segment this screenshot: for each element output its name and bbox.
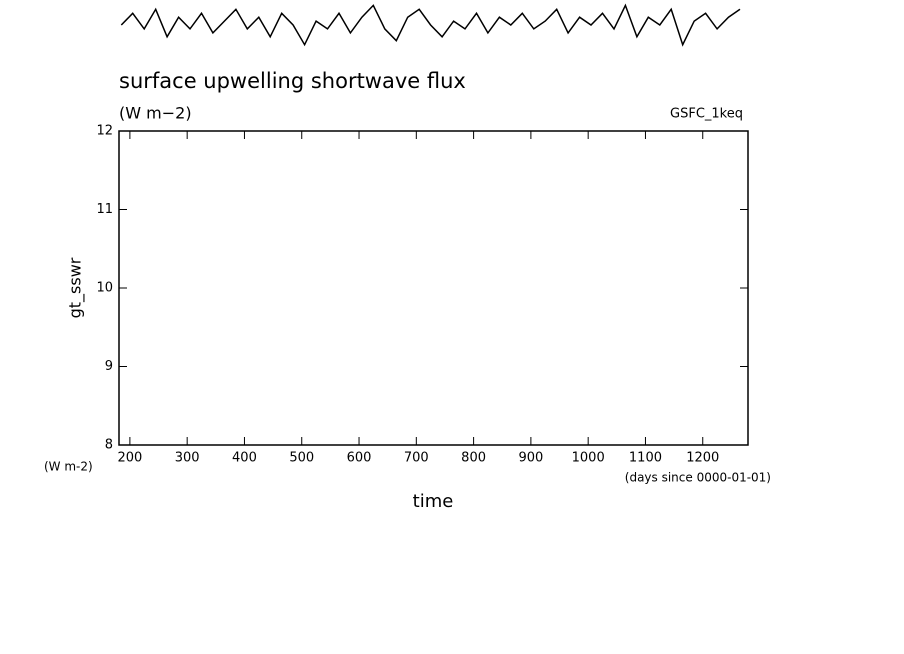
- x-tick-label: 300: [175, 451, 200, 466]
- x-tick-label: 1000: [572, 451, 605, 466]
- x-tick-label: 700: [404, 451, 429, 466]
- y-tick-label: 10: [96, 281, 113, 296]
- x-tick-label: 500: [289, 451, 314, 466]
- x-axis-label: time: [413, 491, 454, 512]
- x-tick-label: 1200: [686, 451, 719, 466]
- y-axis-label: gt_sswr: [66, 257, 86, 318]
- x-tick-label: 1100: [629, 451, 662, 466]
- y-tick-label: 9: [105, 359, 113, 374]
- x-tick-label: 900: [518, 451, 543, 466]
- y-tick-label: 11: [96, 202, 113, 217]
- data-line: [120, 3, 741, 47]
- annotation: GSFC_1keq: [670, 107, 743, 122]
- y-tick-label: 12: [96, 124, 113, 139]
- x-tick-label: 200: [117, 451, 142, 466]
- chart-title: surface upwelling shortwave flux: [119, 69, 466, 93]
- x-unit: (days since 0000-01-01): [625, 471, 771, 485]
- x-tick-label: 800: [461, 451, 486, 466]
- y-tick-label: 8: [105, 438, 113, 453]
- chart-subtitle: (W m−2): [119, 104, 192, 123]
- x-tick-label: 400: [232, 451, 257, 466]
- x-tick-label: 600: [347, 451, 372, 466]
- y-unit: (W m-2): [44, 460, 93, 474]
